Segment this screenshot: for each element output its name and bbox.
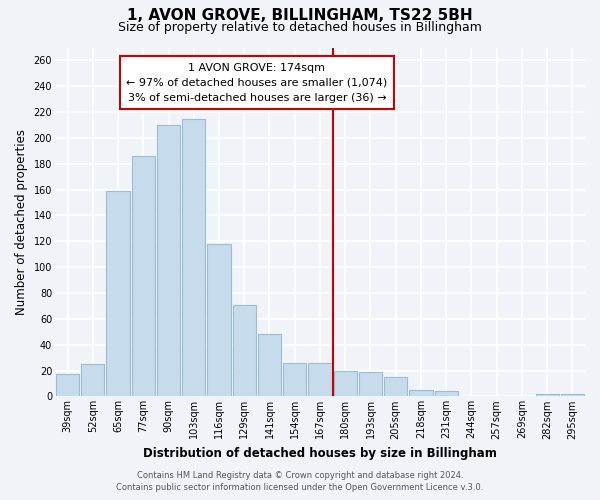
Bar xyxy=(157,125,180,396)
Bar xyxy=(434,391,458,396)
Bar xyxy=(283,363,307,396)
Bar xyxy=(308,363,332,396)
Bar xyxy=(536,394,559,396)
Bar xyxy=(131,156,155,396)
Y-axis label: Number of detached properties: Number of detached properties xyxy=(15,129,28,315)
Bar xyxy=(258,334,281,396)
Bar xyxy=(208,244,230,396)
Bar xyxy=(359,372,382,396)
Bar xyxy=(233,304,256,396)
Text: 1, AVON GROVE, BILLINGHAM, TS22 5BH: 1, AVON GROVE, BILLINGHAM, TS22 5BH xyxy=(127,8,473,22)
Text: 1 AVON GROVE: 174sqm
← 97% of detached houses are smaller (1,074)
3% of semi-det: 1 AVON GROVE: 174sqm ← 97% of detached h… xyxy=(126,63,388,102)
Bar xyxy=(81,364,104,396)
Bar xyxy=(106,191,130,396)
Bar xyxy=(56,374,79,396)
Bar xyxy=(409,390,433,396)
X-axis label: Distribution of detached houses by size in Billingham: Distribution of detached houses by size … xyxy=(143,447,497,460)
Text: Contains HM Land Registry data © Crown copyright and database right 2024.
Contai: Contains HM Land Registry data © Crown c… xyxy=(116,471,484,492)
Bar xyxy=(182,118,205,396)
Bar xyxy=(384,377,407,396)
Bar xyxy=(334,370,357,396)
Text: Size of property relative to detached houses in Billingham: Size of property relative to detached ho… xyxy=(118,21,482,34)
Bar xyxy=(561,394,584,396)
